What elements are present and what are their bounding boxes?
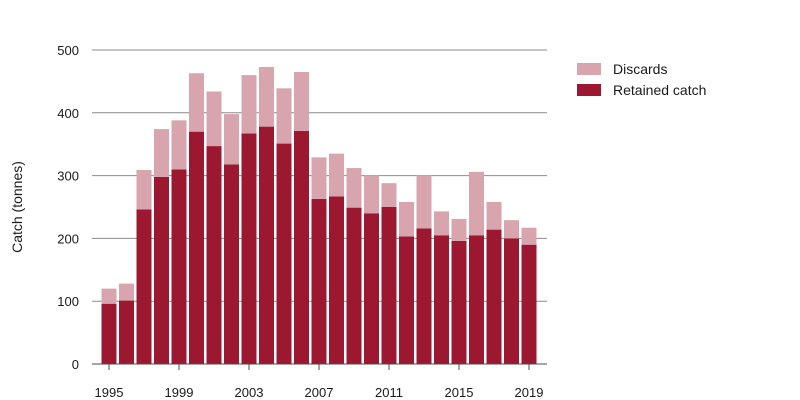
bar-retained-1996 (119, 300, 134, 364)
legend-swatch (577, 84, 601, 96)
y-axis-title: Catch (tonnes) (9, 161, 25, 253)
bar-retained-1995 (101, 303, 117, 364)
bar-discards-2014 (434, 211, 449, 236)
bar-discards-2000 (189, 73, 204, 132)
bar-discards-2017 (486, 201, 502, 230)
bar-retained-2012 (399, 236, 414, 364)
bar-retained-2009 (346, 207, 362, 364)
bar-discards-1997 (136, 169, 152, 210)
tick-labels: 0 100 200 300 400 500 1995 1999 2003 2007 2011 2015… (57, 43, 543, 400)
legend-label: Retained catch (613, 82, 706, 98)
bar-discards-2015 (451, 218, 467, 241)
bar-discards-2006 (294, 71, 309, 132)
y-tick-label: 100 (57, 294, 79, 309)
bar-discards-2004 (259, 66, 274, 127)
bar-discards-1998 (154, 129, 169, 177)
x-tick-label: 2015 (445, 385, 474, 400)
bar-discards-1995 (101, 288, 117, 304)
bar-discards-2011 (381, 183, 397, 207)
bar-discards-2007 (311, 157, 327, 199)
x-tick-label: 2003 (235, 385, 264, 400)
x-tick-label: 1999 (165, 385, 194, 400)
x-axis (92, 363, 547, 370)
bar-retained-1997 (136, 209, 152, 364)
bar-discards-2005 (276, 88, 292, 144)
x-tick-label: 2019 (515, 385, 544, 400)
bar-retained-2015 (451, 240, 467, 364)
legend-label: Discards (613, 61, 667, 77)
bar-discards-2013 (416, 175, 432, 229)
bar-retained-2001 (206, 146, 222, 364)
bar-discards-2016 (469, 171, 484, 236)
y-tick-label: 0 (72, 357, 79, 372)
bar-retained-2014 (434, 235, 449, 364)
bar-retained-2000 (189, 131, 204, 364)
bar-discards-2010 (364, 175, 379, 214)
x-tick-label: 2011 (375, 385, 403, 400)
bar-discards-2002 (224, 114, 239, 165)
bar-retained-2002 (224, 164, 239, 364)
y-tick-label: 300 (57, 169, 79, 184)
bar-retained-2005 (276, 143, 292, 364)
bar-discards-2001 (206, 91, 222, 147)
y-tick-label: 400 (57, 106, 79, 121)
bar-discards-1999 (171, 120, 187, 170)
bar-retained-2007 (311, 198, 327, 364)
bar-discards-2018 (504, 220, 519, 239)
bar-retained-2019 (521, 244, 537, 364)
x-tick-label: 2007 (305, 385, 334, 400)
bar-discards-2003 (241, 75, 257, 134)
legend: Discards Retained catch (577, 61, 706, 98)
x-tick-label: 1995 (95, 385, 124, 400)
bar-discards-2008 (329, 153, 344, 197)
bar-retained-1999 (171, 169, 187, 364)
bar-retained-2003 (241, 133, 257, 364)
y-tick-label: 200 (57, 231, 79, 246)
bar-retained-2017 (486, 229, 502, 364)
bar-discards-2009 (346, 168, 362, 208)
bar-retained-2013 (416, 228, 432, 364)
bar-retained-2011 (381, 207, 397, 364)
bar-retained-2016 (469, 235, 484, 364)
y-tick-label: 500 (57, 43, 79, 58)
bar-retained-1998 (154, 176, 169, 364)
bars (101, 66, 537, 364)
legend-swatch (577, 63, 601, 75)
bar-discards-2012 (399, 201, 414, 237)
bar-retained-2008 (329, 196, 344, 364)
bar-discards-2019 (521, 227, 537, 245)
bar-retained-2018 (504, 238, 519, 364)
bar-discards-1996 (119, 283, 134, 301)
bar-retained-2004 (259, 126, 274, 364)
bar-retained-2006 (294, 131, 309, 364)
bar-retained-2010 (364, 213, 379, 364)
